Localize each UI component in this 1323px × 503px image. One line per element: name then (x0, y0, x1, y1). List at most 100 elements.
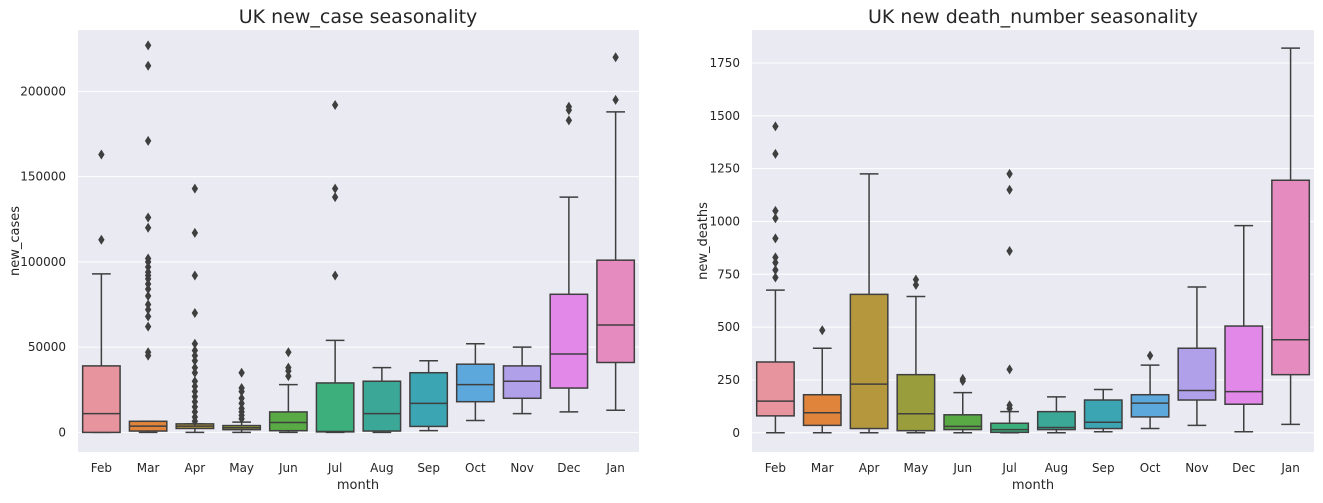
outlier-point (772, 233, 779, 244)
outlier-point (238, 367, 245, 378)
x-axis-label: month (1012, 478, 1054, 493)
box-jan (596, 52, 636, 411)
box-iqr (896, 373, 936, 432)
outlier-point (565, 101, 573, 112)
box-aug (1036, 396, 1076, 434)
box-iqr (1083, 399, 1123, 430)
outlier-point (1006, 364, 1013, 375)
x-tick-label: Jul (1001, 461, 1016, 475)
y-tick-label: 50000 (28, 340, 66, 354)
y-tick-label: 1750 (709, 56, 740, 70)
box-iqr (268, 411, 308, 432)
y-tick-label: 100000 (20, 255, 66, 269)
x-tick-label: May (229, 461, 254, 475)
outlier-point (191, 355, 199, 366)
box-iqr (849, 293, 889, 430)
outlier-point (191, 367, 199, 378)
x-tick-label: Oct (465, 461, 486, 475)
outlier-point (1146, 350, 1154, 361)
outlier-point (772, 148, 779, 159)
box-iqr (755, 361, 795, 417)
outlier-point (144, 284, 152, 295)
x-tick-label: Jul (327, 461, 342, 475)
box-iqr (1177, 347, 1217, 401)
outlier-point (285, 362, 292, 373)
outlier-point (191, 227, 199, 238)
y-tick-label: 1000 (709, 214, 740, 228)
outlier-point (144, 135, 152, 146)
x-tick-label: Oct (1140, 461, 1161, 475)
box-nov (1177, 286, 1217, 427)
outlier-point (331, 192, 339, 203)
y-axis-label: new_deaths (696, 202, 711, 280)
outlier-point (912, 279, 920, 290)
outlier-point (772, 121, 779, 132)
box-iqr (1036, 410, 1076, 431)
box-iqr (943, 414, 983, 431)
box-iqr (362, 380, 402, 432)
box-iqr (802, 393, 842, 427)
box-apr (175, 183, 215, 434)
x-tick-label: Dec (1232, 461, 1255, 475)
x-tick-label: Aug (370, 461, 393, 475)
box-may (222, 367, 262, 434)
outlier-point (191, 381, 199, 392)
box-dec (1224, 224, 1264, 433)
outlier-point (772, 213, 779, 224)
outlier-point (191, 345, 199, 356)
box-aug (362, 366, 402, 434)
x-tick-label: Feb (91, 461, 112, 475)
gridlines (752, 62, 1314, 434)
outlier-point (144, 321, 152, 332)
outlier-point (238, 383, 245, 394)
x-tick-label: Mar (137, 461, 160, 475)
x-tick-label: Jun (278, 461, 298, 475)
outlier-point (191, 406, 199, 417)
outlier-point (191, 401, 199, 412)
x-tick-labels: Feb Mar Apr May Jun Jul Aug Sep Oct Nov Dec Jan (765, 461, 1300, 475)
outlier-point (144, 304, 152, 315)
outlier-point (1006, 184, 1013, 195)
chart-panel-cases: 0 50000 100000 150000 200000 Feb Mar Apr May Jun… (8, 6, 639, 493)
y-tick-label: 500 (717, 320, 740, 334)
outlier-point (144, 290, 152, 301)
outlier-point (772, 252, 779, 263)
outlier-point (144, 279, 152, 290)
outlier-point (285, 347, 292, 358)
box-iqr (549, 293, 589, 389)
x-tick-label: Sep (1092, 461, 1115, 475)
box-mar (128, 40, 168, 434)
x-tick-labels: Feb Mar Apr May Jun Jul Aug Sep Oct Nov Dec Jan (91, 461, 625, 475)
x-tick-label: Apr (184, 461, 205, 475)
outlier-point (144, 40, 152, 51)
outlier-point (144, 267, 152, 278)
outlier-point (144, 299, 152, 310)
outlier-point (612, 94, 619, 105)
x-tick-label: May (904, 461, 929, 475)
box-feb (81, 149, 121, 434)
box-iqr (990, 422, 1030, 434)
x-tick-label: Sep (417, 461, 440, 475)
x-tick-label: Jan (1280, 461, 1300, 475)
box-jun (943, 373, 983, 434)
outlier-point (1006, 246, 1013, 257)
outlier-point (191, 376, 199, 387)
x-tick-label: Apr (859, 461, 880, 475)
plot-area-background (752, 30, 1314, 452)
outlier-point (144, 347, 152, 358)
y-tick-labels: 0 250 500 750 1000 1250 1500 1750 (709, 56, 740, 440)
y-axis-label: new_cases (8, 206, 23, 276)
gridlines (78, 90, 639, 433)
outlier-point (144, 60, 152, 71)
outlier-point (565, 115, 573, 126)
box-iqr (1271, 179, 1311, 376)
box-nov (502, 346, 542, 415)
outlier-point (191, 362, 199, 373)
box-sep (409, 360, 449, 432)
outlier-point (331, 100, 339, 111)
outlier-point (772, 257, 779, 268)
y-tick-label: 200000 (20, 84, 66, 98)
box-apr (849, 173, 889, 434)
y-tick-label: 1250 (709, 162, 740, 176)
outlier-point (191, 270, 199, 281)
